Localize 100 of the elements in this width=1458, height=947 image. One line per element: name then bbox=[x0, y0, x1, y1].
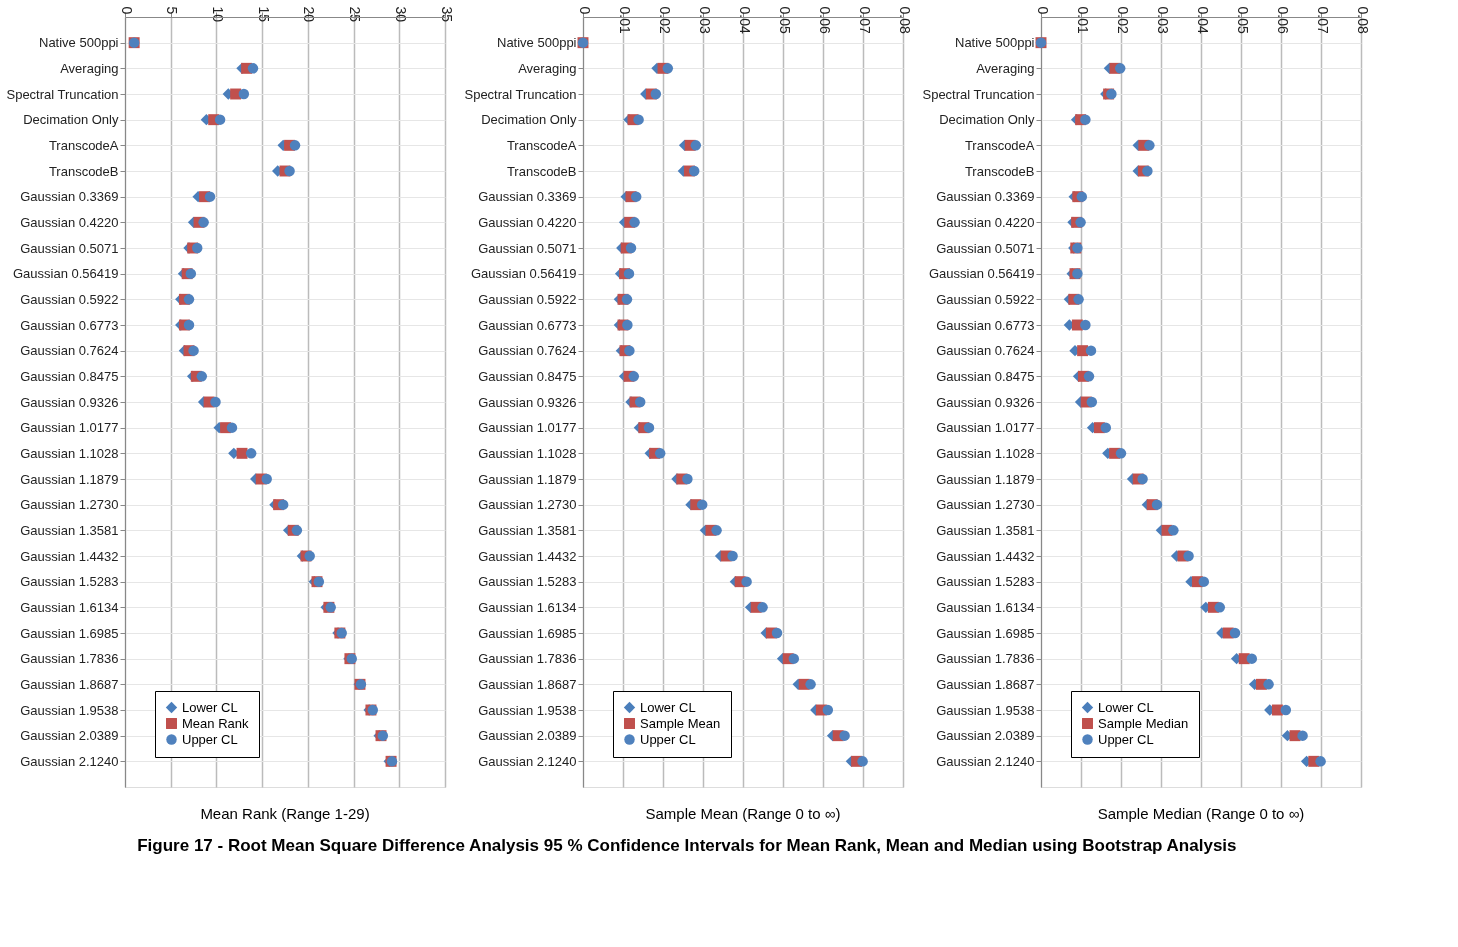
point bbox=[621, 294, 633, 305]
y-tick-label: Gaussian 1.7836 bbox=[936, 651, 1035, 667]
y-tick-label: Native 500ppi bbox=[497, 35, 577, 51]
point bbox=[1297, 730, 1308, 741]
y-tick-label: Gaussian 1.2730 bbox=[20, 497, 119, 513]
x-tick-label: 0.01 bbox=[1074, 6, 1091, 34]
y-tick-label: Spectral Truncation bbox=[464, 86, 577, 102]
y-tick-label: Gaussian 1.1879 bbox=[478, 471, 577, 487]
y-tick-label: Gaussian 0.5922 bbox=[20, 291, 119, 307]
point bbox=[805, 679, 816, 690]
y-tick-label: Decimation Only bbox=[939, 112, 1035, 128]
y-tick-label: Gaussian 2.1240 bbox=[20, 753, 119, 769]
point bbox=[1083, 371, 1095, 382]
y-tick-label: Gaussian 0.3369 bbox=[478, 189, 577, 205]
y-tick-label: Gaussian 0.5922 bbox=[936, 291, 1035, 307]
x-tick-label: 20 bbox=[301, 6, 318, 23]
point bbox=[238, 88, 250, 100]
y-tick-label: Gaussian 0.6773 bbox=[478, 317, 577, 333]
point bbox=[304, 550, 315, 562]
y-tick-label: Gaussian 1.3581 bbox=[478, 522, 577, 538]
legend-label: Sample Mean bbox=[640, 715, 721, 731]
point bbox=[629, 217, 640, 228]
point bbox=[261, 473, 272, 485]
point bbox=[1246, 653, 1258, 664]
y-tick-label: Gaussian 0.4220 bbox=[936, 214, 1035, 230]
y-tick-label: Gaussian 0.3369 bbox=[936, 189, 1035, 205]
y-tick-label: TranscodeA bbox=[506, 137, 577, 153]
y-tick-label: Gaussian 1.7836 bbox=[20, 651, 119, 667]
point bbox=[1085, 345, 1097, 356]
y-tick-label: Decimation Only bbox=[23, 112, 119, 128]
legend-label: Sample Median bbox=[1098, 715, 1189, 731]
y-tick-label: Gaussian 1.9538 bbox=[20, 702, 119, 718]
y-tick-label: Gaussian 0.5071 bbox=[478, 240, 577, 256]
y-tick-label: Gaussian 0.4220 bbox=[478, 214, 577, 230]
y-tick-label: Gaussian 2.0389 bbox=[20, 728, 119, 744]
y-tick-label: Gaussian 1.6134 bbox=[20, 599, 119, 615]
x-tick-label: 35 bbox=[438, 6, 455, 23]
x-tick-label: 0.03 bbox=[1154, 6, 1171, 34]
y-tick-label: Gaussian 2.1240 bbox=[478, 753, 577, 769]
y-tick-label: Gaussian 1.5283 bbox=[20, 574, 119, 590]
point bbox=[1080, 319, 1091, 331]
legend-label: Upper CL bbox=[1098, 731, 1154, 747]
point bbox=[245, 448, 257, 459]
point bbox=[788, 653, 800, 664]
y-tick-label: Gaussian 0.3369 bbox=[20, 189, 119, 205]
point bbox=[1100, 422, 1112, 433]
y-tick-label: Gaussian 1.0177 bbox=[936, 420, 1035, 436]
y-tick-label: Spectral Truncation bbox=[6, 86, 119, 102]
point bbox=[1183, 550, 1194, 562]
y-tick-label: Gaussian 0.6773 bbox=[20, 317, 119, 333]
y-tick-label: Native 500ppi bbox=[39, 35, 119, 51]
point bbox=[183, 319, 195, 331]
y-tick-label: Gaussian 0.5071 bbox=[20, 240, 119, 256]
y-tick-label: Spectral Truncation bbox=[922, 86, 1035, 102]
y-tick-label: Gaussian 1.0177 bbox=[478, 420, 577, 436]
x-tick-label: 5 bbox=[164, 6, 181, 15]
y-tick-label: Gaussian 1.6985 bbox=[20, 625, 119, 641]
y-tick-label: Averaging bbox=[60, 60, 119, 76]
y-tick-label: Gaussian 0.8475 bbox=[936, 368, 1035, 384]
y-tick-label: Native 500ppi bbox=[955, 35, 1035, 51]
x-axis-title: Sample Mean (Range 0 to ∞) bbox=[645, 805, 841, 822]
point bbox=[284, 165, 295, 177]
y-tick-label: Gaussian 1.3581 bbox=[936, 522, 1035, 538]
point bbox=[214, 114, 226, 125]
point bbox=[236, 447, 248, 459]
y-tick-label: Gaussian 0.9326 bbox=[936, 394, 1035, 410]
x-tick-label: 0.04 bbox=[736, 6, 753, 34]
y-tick-label: Gaussian 0.5071 bbox=[936, 240, 1035, 256]
y-tick-label: TranscodeA bbox=[964, 137, 1035, 153]
point bbox=[624, 345, 635, 356]
y-tick-label: Gaussian 1.6134 bbox=[478, 599, 577, 615]
point bbox=[643, 422, 655, 433]
point bbox=[682, 473, 693, 485]
point bbox=[630, 191, 642, 202]
point bbox=[1075, 217, 1086, 228]
legend-label: Mean Rank bbox=[182, 715, 249, 731]
point bbox=[1086, 396, 1098, 408]
y-tick-label: Gaussian 1.8687 bbox=[936, 676, 1035, 692]
point bbox=[688, 165, 700, 177]
point bbox=[633, 114, 644, 125]
x-tick-label: 30 bbox=[392, 6, 409, 23]
point bbox=[1080, 114, 1091, 125]
y-tick-label: Gaussian 0.7624 bbox=[936, 343, 1035, 359]
point bbox=[857, 756, 868, 767]
point bbox=[204, 191, 216, 202]
point bbox=[622, 319, 633, 331]
point bbox=[196, 371, 208, 382]
x-tick-label: 0 bbox=[1034, 6, 1051, 15]
y-tick-label: Gaussian 1.5283 bbox=[936, 574, 1035, 590]
point bbox=[291, 525, 303, 536]
y-tick-label: Gaussian 1.1028 bbox=[478, 445, 577, 461]
x-tick-label: 0 bbox=[118, 6, 135, 15]
y-tick-label: Gaussian 1.1879 bbox=[936, 471, 1035, 487]
y-tick-label: Gaussian 1.9538 bbox=[478, 702, 577, 718]
y-tick-label: Gaussian 0.8475 bbox=[478, 368, 577, 384]
y-tick-label: Gaussian 1.1028 bbox=[20, 445, 119, 461]
point bbox=[188, 345, 199, 356]
point bbox=[183, 294, 195, 305]
y-tick-label: Gaussian 0.4220 bbox=[20, 214, 119, 230]
point bbox=[1151, 499, 1163, 510]
